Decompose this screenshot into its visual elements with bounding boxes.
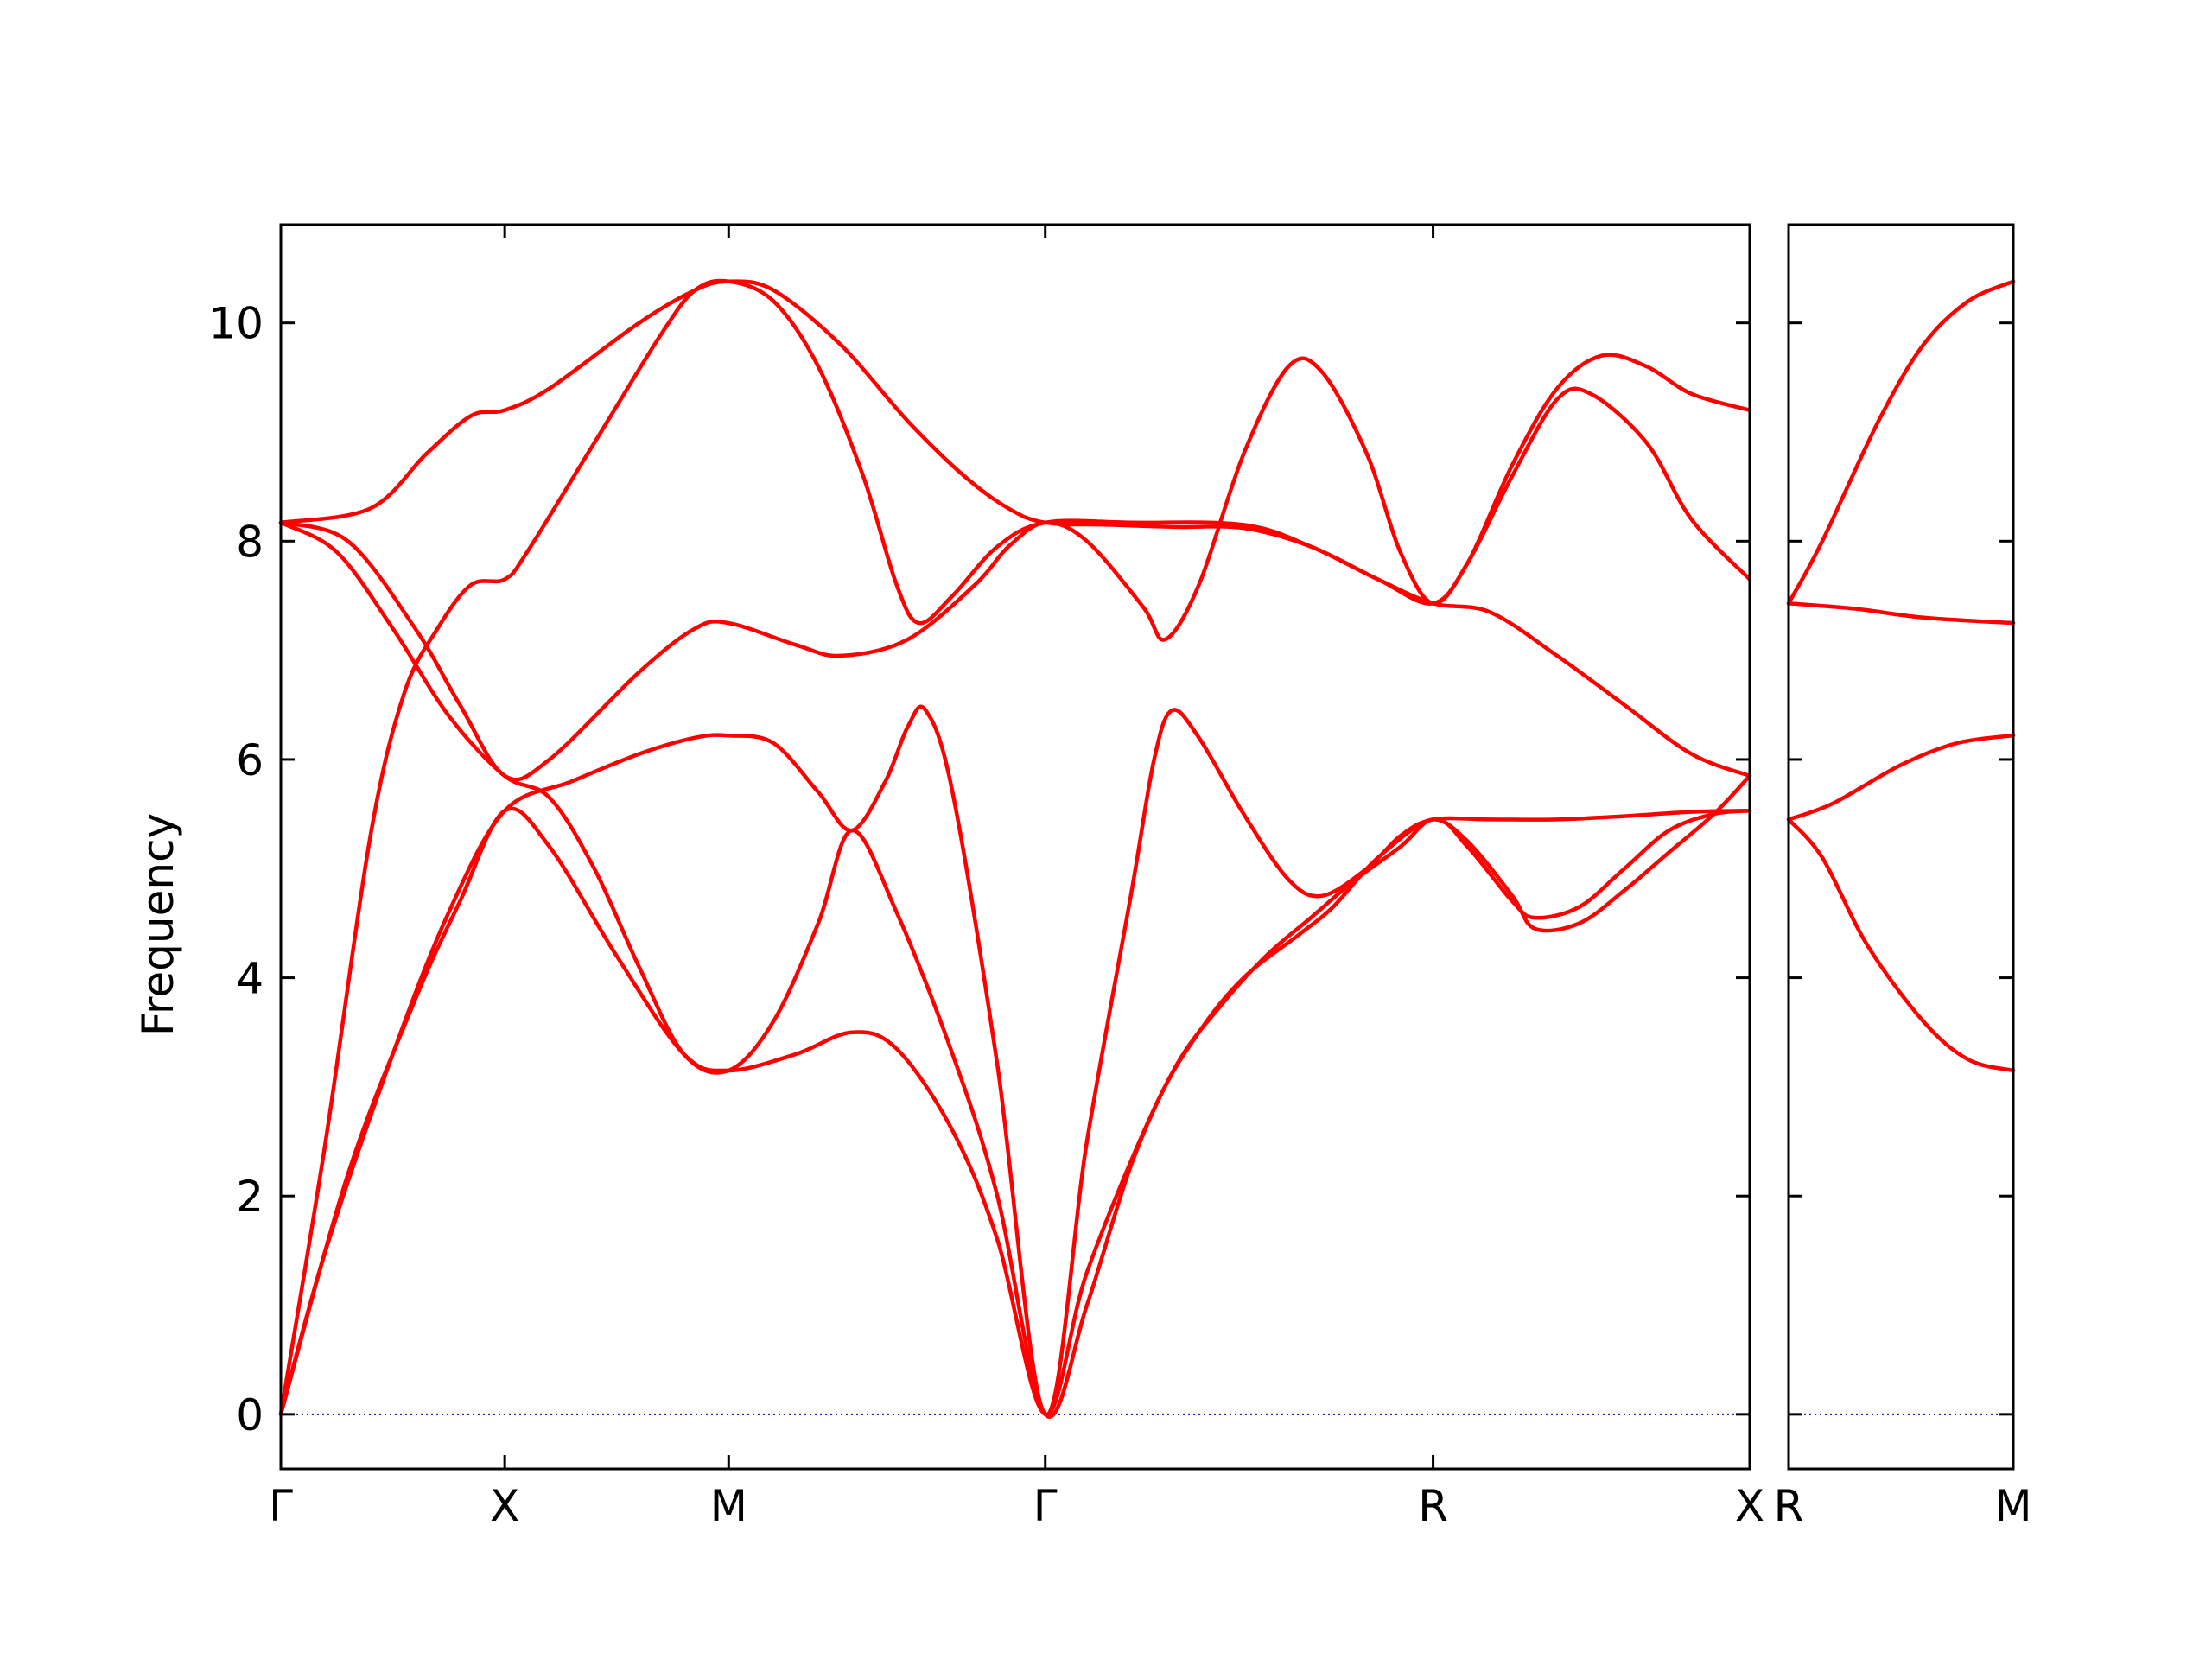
band-main-2 — [278, 353, 1752, 782]
x-tick-label: R — [1418, 1481, 1448, 1531]
band-main-1 — [278, 279, 1752, 779]
y-tick-label: 8 — [236, 517, 264, 567]
band-side-1 — [1786, 279, 2016, 606]
x-tick-label: M — [710, 1481, 747, 1531]
band-main-5 — [278, 806, 1752, 1417]
x-tick-label: X — [1735, 1481, 1764, 1531]
x-tick-label: Γ — [269, 1481, 293, 1531]
plot-frame-main — [279, 223, 1751, 1471]
y-tick-label: 4 — [236, 954, 264, 1004]
band-main-6 — [278, 520, 1752, 1419]
x-tick-label: Γ — [1033, 1481, 1058, 1531]
x-tick-label: X — [490, 1481, 519, 1531]
y-tick-label: 0 — [236, 1390, 264, 1440]
y-axis-label: Frequency — [133, 813, 183, 1036]
panel-main: 0 2 4 6 8 10 Γ X M Γ R X — [208, 223, 1764, 1531]
band-main-3 — [278, 278, 1752, 1417]
y-tick-label: 6 — [236, 735, 264, 785]
band-side-3 — [1786, 733, 2016, 822]
y-tick-label: 10 — [208, 299, 264, 349]
x-tick-label: M — [1994, 1481, 2031, 1531]
y-tick-label: 2 — [236, 1172, 264, 1222]
band-side-4 — [1786, 817, 2016, 1073]
band-side-2 — [1786, 601, 2016, 626]
x-tick-label: R — [1774, 1481, 1804, 1531]
plot-frame-side — [1787, 223, 2015, 1471]
